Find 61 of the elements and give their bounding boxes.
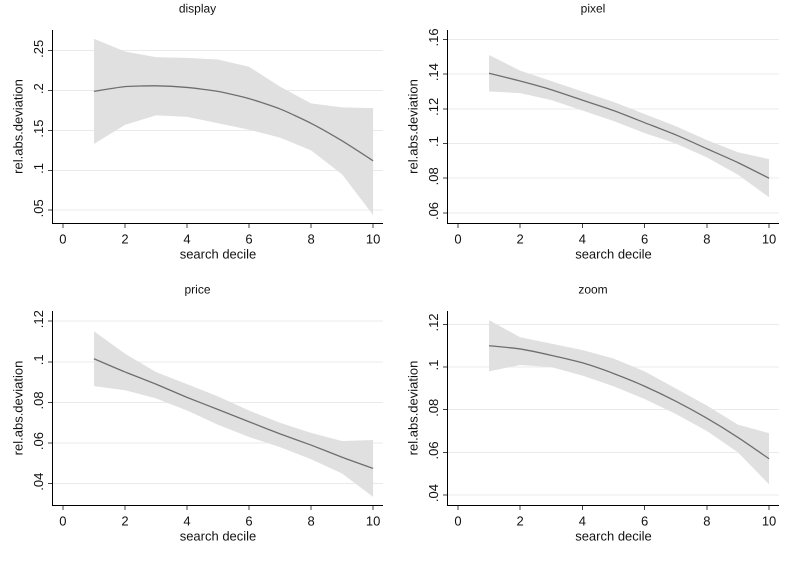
x-tick-label: 0 (454, 514, 462, 529)
y-axis-title: rel.abs.deviation (406, 79, 421, 174)
y-tick-label: .06 (30, 432, 46, 450)
x-tick-label: 2 (516, 232, 524, 247)
x-tick-label: 0 (59, 514, 67, 529)
y-tick-label: .12 (30, 310, 46, 328)
y-tick-label: .08 (426, 398, 441, 417)
x-tick-label: 0 (454, 232, 462, 247)
x-tick-label: 8 (703, 514, 710, 529)
x-tick-label: 6 (640, 514, 648, 529)
y-tick-label: .1 (426, 360, 441, 371)
y-tick-label: .04 (426, 484, 441, 502)
x-tick-label: 8 (703, 232, 710, 247)
x-tick-label: 10 (366, 514, 380, 529)
x-tick-label: 6 (640, 232, 648, 247)
x-tick-label: 6 (245, 232, 253, 247)
y-tick-label: .05 (30, 199, 46, 218)
y-tick-label: .15 (30, 120, 46, 138)
y-tick-label: .1 (30, 162, 46, 174)
x-tick-label: 4 (183, 514, 191, 529)
x-axis-title: search decile (180, 528, 256, 544)
chart-title: price (184, 282, 211, 297)
y-tick-label: .08 (30, 391, 46, 410)
y-axis-title: rel.abs.deviation (10, 79, 26, 174)
y-tick-label: .06 (426, 441, 441, 460)
x-tick-label: 6 (245, 514, 253, 529)
x-tick-label: 8 (307, 232, 315, 247)
line-series (93, 85, 374, 162)
x-tick-label: 10 (366, 232, 380, 247)
y-tick-label: .04 (30, 472, 46, 491)
x-tick-label: 10 (762, 514, 776, 529)
x-tick-label: 2 (121, 232, 129, 247)
x-tick-label: 4 (578, 514, 586, 529)
x-tick-label: 2 (121, 514, 129, 529)
y-tick-label: .1 (30, 354, 46, 366)
line-series (488, 72, 770, 179)
y-tick-label: .16 (426, 28, 441, 46)
x-axis-title: search decile (575, 246, 652, 262)
y-tick-label: .25 (30, 40, 46, 58)
y-tick-label: .12 (426, 98, 441, 116)
chart-title: zoom (578, 282, 608, 297)
x-axis-title: search decile (180, 246, 256, 262)
line-series (93, 358, 374, 470)
x-tick-label: 2 (516, 514, 524, 529)
y-tick-label: .06 (426, 202, 441, 220)
chart-title: display (178, 2, 216, 16)
y-tick-label: .12 (426, 313, 441, 332)
y-tick-label: .08 (426, 167, 441, 186)
x-tick-label: 8 (307, 514, 315, 529)
x-tick-label: 4 (578, 232, 586, 247)
x-axis-title: search decile (575, 528, 652, 544)
y-axis-title: rel.abs.deviation (406, 360, 421, 456)
x-tick-label: 4 (183, 232, 191, 247)
x-tick-label: 0 (59, 232, 67, 247)
y-tick-label: .2 (30, 83, 46, 94)
line-series (488, 345, 770, 460)
y-tick-label: .14 (426, 63, 441, 82)
y-axis-title: rel.abs.deviation (10, 360, 26, 456)
x-tick-label: 10 (762, 232, 776, 247)
chart-title: pixel (580, 2, 606, 16)
y-tick-label: .1 (426, 136, 441, 147)
